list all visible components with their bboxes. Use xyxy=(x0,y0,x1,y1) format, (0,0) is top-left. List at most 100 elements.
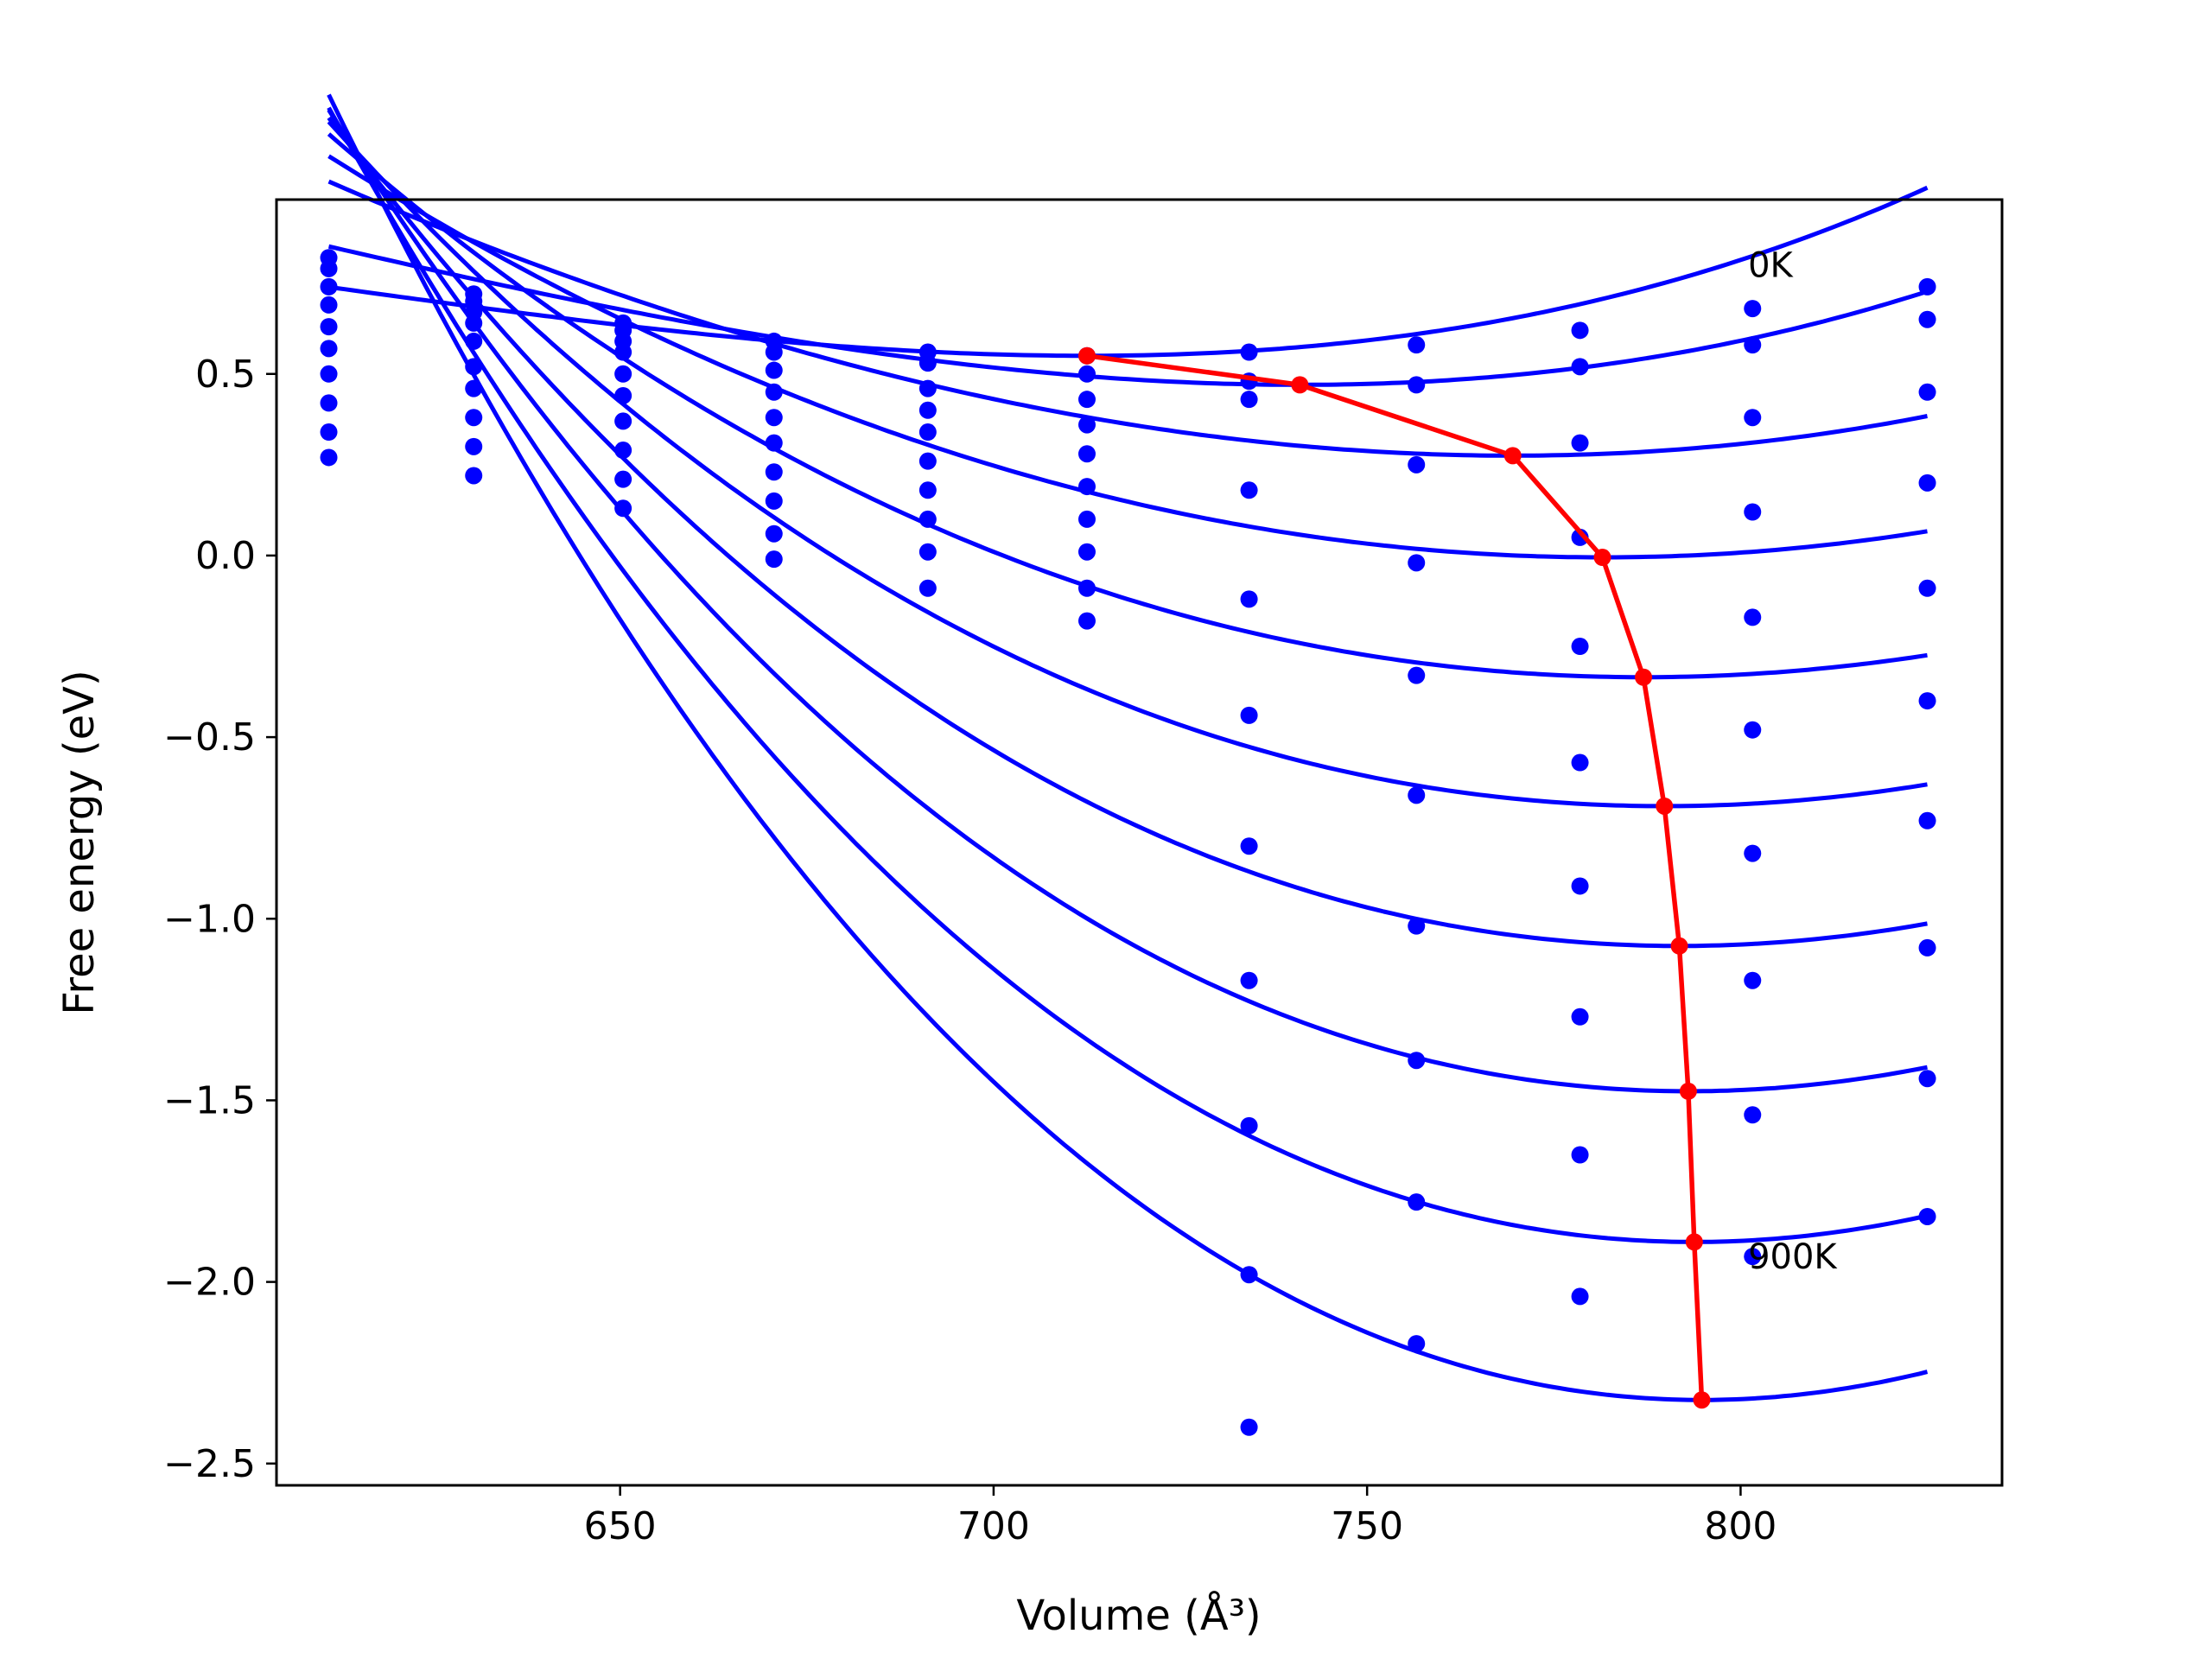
data-point-500K xyxy=(1240,706,1258,724)
data-point-500K xyxy=(1408,786,1426,804)
data-point-400K xyxy=(465,332,483,350)
axes-frame xyxy=(275,198,2004,1487)
x-axis-label: Volume (Å³) xyxy=(1016,1591,1261,1640)
data-point-500K xyxy=(1571,753,1589,772)
data-point-100K xyxy=(1918,310,1936,328)
data-point-900K xyxy=(918,579,937,597)
data-point-600K xyxy=(1918,811,1936,830)
data-point-0K xyxy=(1918,277,1936,296)
data-point-800K xyxy=(1408,1193,1426,1211)
fit-curve-300K xyxy=(327,154,1928,560)
data-point-300K xyxy=(1240,481,1258,499)
data-point-800K xyxy=(1571,1146,1589,1164)
x-tick-label: 650 xyxy=(584,1504,657,1548)
data-point-800K xyxy=(614,470,632,488)
data-point-100K xyxy=(1571,358,1589,376)
data-point-300K xyxy=(465,314,483,332)
y-axis-label: Free energy (eV) xyxy=(55,670,104,1014)
fit-curve-0K xyxy=(328,185,1929,359)
data-point-900K xyxy=(1744,1248,1762,1266)
data-point-100K xyxy=(320,259,338,277)
data-point-100K xyxy=(765,343,783,361)
data-point-500K xyxy=(918,452,937,470)
data-point-800K xyxy=(1077,579,1096,597)
x-tick-label: 800 xyxy=(1704,1504,1777,1548)
minimum-point xyxy=(1635,668,1653,686)
data-point-200K xyxy=(1918,383,1936,401)
data-point xyxy=(1240,1418,1258,1436)
data-point-300K xyxy=(1408,554,1426,572)
minimum-point xyxy=(1693,1391,1711,1409)
data-point-200K xyxy=(1077,391,1096,409)
data-point-900K xyxy=(614,499,632,518)
data-point-200K xyxy=(1571,434,1589,452)
data-point-400K xyxy=(1918,579,1936,597)
data-point-700K xyxy=(614,442,632,460)
data-point-300K xyxy=(1918,474,1936,492)
data-point-900K xyxy=(465,467,483,485)
data-point-500K xyxy=(465,358,483,376)
data-point-900K xyxy=(320,448,338,467)
y-tick-label: 0.0 xyxy=(195,534,256,578)
minimum-point xyxy=(1593,549,1611,567)
data-point-100K xyxy=(1077,365,1096,383)
data-point-700K xyxy=(1240,971,1258,989)
fit-curve-600K xyxy=(327,116,1928,949)
minimum-point xyxy=(1656,797,1674,815)
data-point-400K xyxy=(1240,590,1258,608)
data-point-200K xyxy=(918,379,937,397)
data-point-400K xyxy=(320,318,338,336)
data-point-100K xyxy=(1744,336,1762,354)
data-point-900K xyxy=(1077,612,1096,630)
data-point-100K xyxy=(918,354,937,372)
data-point-800K xyxy=(1744,1106,1762,1124)
axes: 650 700 750 800 0.5 0.0 −0.5 −1.0 −1.5 −2.0 −2.5 xyxy=(163,198,2004,1548)
data-point-600K xyxy=(765,463,783,481)
data-point-700K xyxy=(1744,971,1762,989)
minimum-point xyxy=(1679,1082,1697,1100)
data-point-300K xyxy=(1571,528,1589,546)
y-tick-label: −0.5 xyxy=(163,715,256,760)
data-point-800K xyxy=(320,423,338,442)
data-point-900K xyxy=(1408,1335,1426,1353)
data-point-600K xyxy=(1077,510,1096,528)
data-point-700K xyxy=(918,510,937,528)
data-point-600K xyxy=(1408,917,1426,935)
data-point-200K xyxy=(765,361,783,379)
x-tick-label: 750 xyxy=(1331,1504,1403,1548)
minimum-point xyxy=(1077,346,1096,365)
data-point-900K xyxy=(1571,1287,1589,1306)
fit-curve-800K xyxy=(327,106,1929,1244)
data-point-600K xyxy=(1240,837,1258,855)
data-point-400K xyxy=(614,365,632,383)
data-point-0K xyxy=(1408,336,1426,354)
data-point-500K xyxy=(1077,478,1096,496)
data-point-300K xyxy=(614,343,632,361)
data-point-600K xyxy=(918,481,937,499)
data-point-800K xyxy=(918,543,937,561)
data-point-600K xyxy=(1571,877,1589,895)
data-point-500K xyxy=(765,434,783,452)
data-point-200K xyxy=(320,277,338,296)
data-point-400K xyxy=(1744,608,1762,626)
data-point-400K xyxy=(1408,666,1426,684)
data-point-0K xyxy=(1571,321,1589,340)
data-point-800K xyxy=(465,437,483,455)
data-point-500K xyxy=(614,386,632,404)
fit-curve-900K xyxy=(327,93,1929,1402)
data-point-800K xyxy=(1240,1116,1258,1135)
data-point-700K xyxy=(1077,543,1096,561)
data-point-500K xyxy=(1744,721,1762,739)
temperature-annotation: 900K xyxy=(1748,1237,1838,1277)
data-point-0K xyxy=(1744,300,1762,318)
data-point-800K xyxy=(1918,1070,1936,1088)
data-point-300K xyxy=(765,383,783,401)
fit-curve-700K xyxy=(327,108,1928,1094)
data-point-200K xyxy=(1408,455,1426,474)
y-tick-label: −1.5 xyxy=(163,1078,256,1122)
data-point-600K xyxy=(320,365,338,383)
data-point-900K xyxy=(765,550,783,569)
data-point-400K xyxy=(918,423,937,442)
